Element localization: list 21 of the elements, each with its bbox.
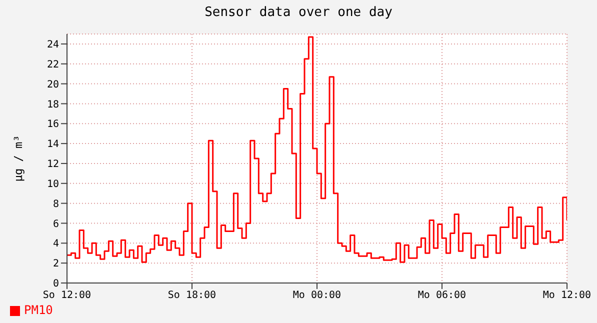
y-tick-label: 8 <box>52 198 59 210</box>
legend-label: PM10 <box>24 303 53 317</box>
y-tick-label: 0 <box>52 278 59 290</box>
y-tick-label: 12 <box>46 159 59 170</box>
y-tick-label: 10 <box>46 178 59 190</box>
x-tick-label: So 12:00 <box>42 290 92 302</box>
y-tick-label: 4 <box>52 238 59 250</box>
x-tick-label: Mo 06:00 <box>418 290 466 302</box>
y-tick-label: 14 <box>46 139 59 150</box>
x-tick-label: Mo 00:00 <box>292 290 342 302</box>
y-axis-title: µg / m³ <box>12 135 25 182</box>
y-tick-label: 18 <box>46 99 59 110</box>
y-tick-label: 20 <box>46 79 59 90</box>
y-tick-label: 16 <box>46 119 59 130</box>
x-tick-label: Mo 12:00 <box>542 290 592 302</box>
y-tick-label: 22 <box>46 59 59 70</box>
y-tick-label: 2 <box>52 258 59 270</box>
chart-title: Sensor data over one day <box>204 5 394 20</box>
y-tick-label: 24 <box>46 40 59 51</box>
x-tick-label: So 18:00 <box>168 290 216 302</box>
y-tick-label: 6 <box>52 218 59 230</box>
